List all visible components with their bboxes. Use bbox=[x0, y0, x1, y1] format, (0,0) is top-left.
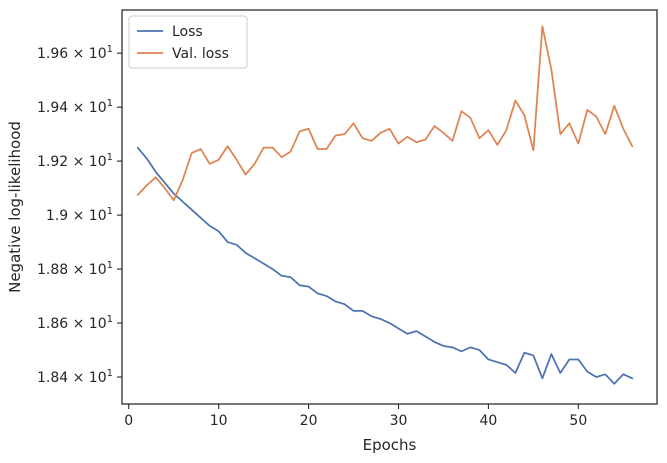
y-tick-label: 1.88 × 101 bbox=[37, 260, 113, 278]
series-layer bbox=[136, 25, 634, 385]
y-tick-label: 1.84 × 101 bbox=[37, 368, 113, 386]
y-tick-label: 1.94 × 101 bbox=[37, 98, 113, 116]
x-axis-label: Epochs bbox=[363, 436, 417, 454]
plot-area bbox=[121, 9, 658, 405]
legend: Loss Val. loss bbox=[128, 15, 248, 69]
x-tick-label: 10 bbox=[210, 413, 228, 429]
x-tick-label: 0 bbox=[124, 413, 133, 429]
y-tick-label: 1.92 × 101 bbox=[37, 152, 113, 170]
x-tick-label: 30 bbox=[390, 413, 408, 429]
series-line-val-loss bbox=[136, 25, 634, 202]
x-tick-label: 50 bbox=[569, 413, 587, 429]
y-axis: 1.84 × 101 1.86 × 101 1.88 × 101 1.9 × 101 1… bbox=[37, 44, 122, 386]
x-axis: 0 10 20 30 40 50 bbox=[124, 404, 587, 429]
plot-frame bbox=[121, 9, 658, 405]
y-tick-label: 1.9 × 101 bbox=[46, 206, 113, 224]
legend-box bbox=[128, 15, 248, 69]
x-tick-label: 20 bbox=[300, 413, 318, 429]
legend-label: Loss bbox=[172, 24, 203, 40]
series-line-loss bbox=[136, 146, 634, 385]
legend-label: Val. loss bbox=[172, 46, 229, 62]
x-tick-label: 40 bbox=[479, 413, 497, 429]
y-tick-label: 1.86 × 101 bbox=[37, 314, 113, 332]
y-tick-label: 1.96 × 101 bbox=[37, 44, 113, 62]
y-axis-label: Negative log-likelihood bbox=[6, 121, 24, 293]
